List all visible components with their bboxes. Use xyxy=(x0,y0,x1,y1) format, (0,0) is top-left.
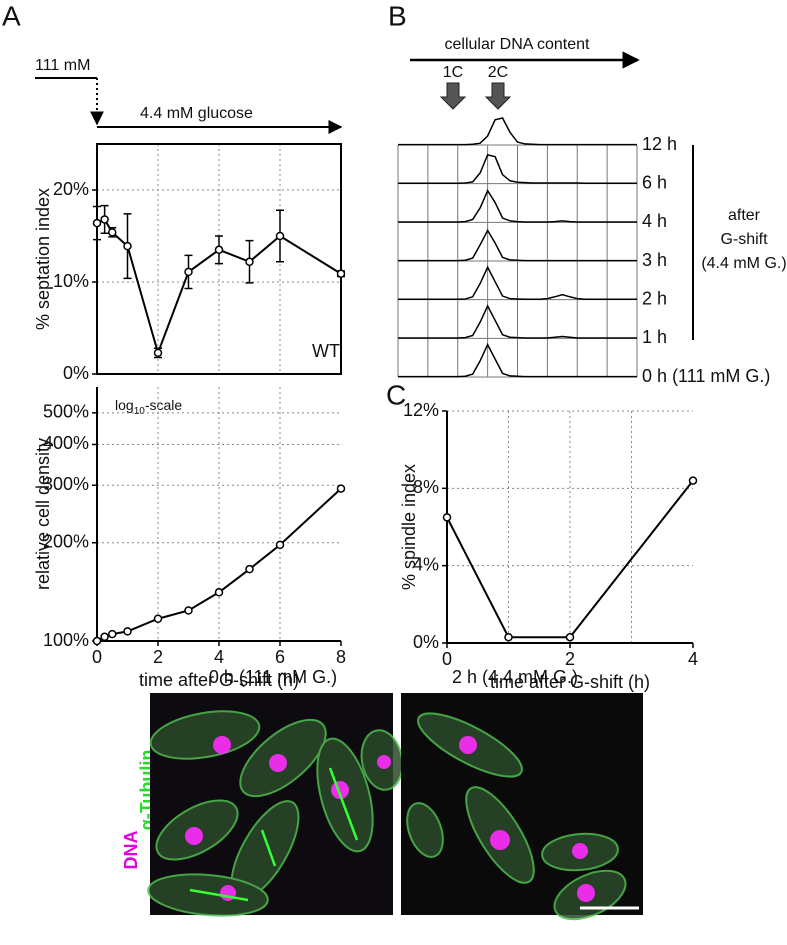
point xyxy=(100,215,109,224)
point xyxy=(100,632,109,642)
x-axis-title: time after G-shift (h) xyxy=(139,670,299,690)
x-tick-label: 2 xyxy=(153,647,163,667)
series-label: 4 h xyxy=(642,211,667,231)
point xyxy=(123,241,132,251)
series-label: 1 h xyxy=(642,327,667,347)
y-tick-label: 300% xyxy=(43,474,89,494)
profile-line xyxy=(398,265,637,301)
marker-label: 1C xyxy=(443,64,463,81)
point xyxy=(504,632,513,642)
y-tick-label: 12% xyxy=(403,400,439,420)
annotation: log10-scale xyxy=(115,397,182,417)
point xyxy=(92,636,102,646)
y-tick-label: 20% xyxy=(53,179,89,199)
x-tick-label: 6 xyxy=(275,647,285,667)
y-tick-label: 400% xyxy=(43,433,89,453)
point xyxy=(245,257,254,267)
point xyxy=(275,540,285,550)
marker-arrow xyxy=(439,82,467,110)
point xyxy=(123,627,132,636)
x-tick-label: 0 xyxy=(442,649,452,669)
y-tick-label: 200% xyxy=(43,531,89,551)
point xyxy=(336,269,346,278)
stain-label: DNA xyxy=(121,831,141,870)
profile-line xyxy=(398,189,637,223)
series-label: 3 h xyxy=(642,250,667,270)
y-tick-label: 10% xyxy=(53,271,89,291)
profile-line xyxy=(398,117,637,146)
point xyxy=(108,629,117,639)
axis-title: cellular DNA content xyxy=(445,36,591,53)
point xyxy=(153,348,163,358)
annotation-part: 10 xyxy=(134,406,146,417)
annotation: WT xyxy=(312,341,340,361)
y-tick-label: 8% xyxy=(413,477,439,497)
x-tick-label: 2 xyxy=(565,649,575,669)
x-tick-label: 0 xyxy=(92,647,102,667)
series-label: 2 h xyxy=(642,288,667,308)
point xyxy=(336,484,346,493)
plot-frame xyxy=(96,143,342,375)
x-tick-label: 4 xyxy=(688,649,698,669)
panel-letter: A xyxy=(2,0,21,31)
y-axis-title: % spindle index xyxy=(399,464,419,590)
point xyxy=(442,513,452,522)
annotation-part: -scale xyxy=(145,397,183,413)
panel-letter: C xyxy=(386,379,406,410)
annotation: G-shift xyxy=(720,231,768,248)
point xyxy=(92,218,102,228)
point xyxy=(565,632,575,642)
series-label: 6 h xyxy=(642,172,667,192)
y-tick-label: 4% xyxy=(413,554,439,574)
annotation: 4.4 mM glucose xyxy=(140,105,253,122)
panel-letter: B xyxy=(388,0,407,31)
y-axis-title: relative cell density xyxy=(33,438,53,590)
marker-label: 2C xyxy=(488,64,508,81)
x-axis-title: time after G-shift (h) xyxy=(490,672,650,692)
point xyxy=(275,231,285,241)
point xyxy=(214,245,224,255)
profile-line xyxy=(398,228,637,262)
y-axis-title: % septation index xyxy=(33,188,53,330)
point xyxy=(184,606,193,615)
point xyxy=(214,588,224,597)
micrograph-title: 0 h (111 mM G.) xyxy=(209,667,337,687)
series-label: 12 h xyxy=(642,134,677,154)
micrograph xyxy=(147,693,404,917)
y-tick-label: 500% xyxy=(43,402,89,422)
annotation: after xyxy=(728,207,761,224)
y-tick-label: 100% xyxy=(43,630,89,650)
series-label: 0 h (111 mM G.) xyxy=(642,366,770,386)
micrograph xyxy=(401,693,643,921)
annotation-part: log xyxy=(115,397,134,413)
y-tick-label: 0% xyxy=(63,363,89,383)
micrograph-title: 2 h (4.4 mM G.) xyxy=(452,667,578,687)
y-tick-label: 0% xyxy=(413,632,439,652)
annotation: (4.4 mM G.) xyxy=(701,255,786,272)
x-tick-label: 8 xyxy=(336,647,346,667)
profile-line xyxy=(398,342,637,378)
point xyxy=(108,228,117,237)
point xyxy=(245,564,254,574)
line xyxy=(446,479,694,639)
axes xyxy=(446,411,693,644)
point xyxy=(153,614,163,623)
marker-arrow xyxy=(484,82,512,110)
point xyxy=(688,476,698,485)
profile-line xyxy=(398,153,637,185)
annotation: 111 mM xyxy=(35,57,90,74)
line xyxy=(96,218,342,357)
profile-line xyxy=(398,304,637,339)
x-tick-label: 4 xyxy=(214,647,224,667)
point xyxy=(184,267,193,277)
